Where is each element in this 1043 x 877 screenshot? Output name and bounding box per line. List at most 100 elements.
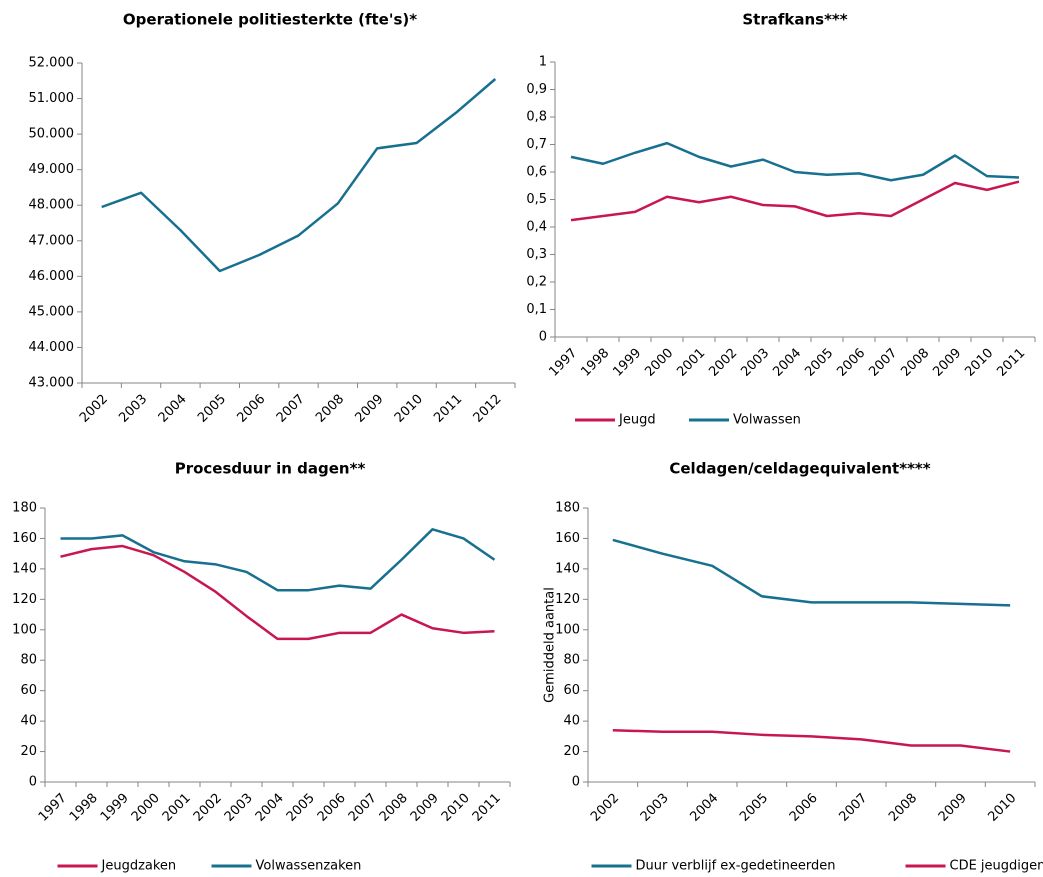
x-tick-label: 2004 bbox=[253, 791, 287, 825]
x-tick-label: 2012 bbox=[471, 392, 505, 426]
x-tick-label: 2002 bbox=[77, 392, 111, 426]
y-tick-label: 43.000 bbox=[29, 376, 75, 391]
x-tick-label: 2003 bbox=[116, 392, 150, 426]
x-tick-label: 2002 bbox=[191, 791, 225, 825]
x-tick-label: 2005 bbox=[802, 346, 836, 380]
x-tick-label: 2006 bbox=[234, 392, 268, 426]
series-line bbox=[612, 728, 1011, 753]
chart-title: Operationele politiesterkte (fte's)* bbox=[123, 11, 417, 29]
y-tick-label: 140 bbox=[555, 561, 580, 576]
y-tick-label: 0,4 bbox=[526, 220, 547, 235]
x-tick-label: 2004 bbox=[156, 392, 190, 426]
legend-label: CDE jeugdigen bbox=[950, 859, 1043, 874]
x-tick-label: 1997 bbox=[36, 791, 70, 825]
x-tick-label: 2009 bbox=[353, 392, 387, 426]
series-line bbox=[612, 538, 1011, 607]
y-tick-label: 80 bbox=[20, 653, 37, 668]
x-tick-label: 2007 bbox=[836, 791, 870, 825]
x-tick-label: 2010 bbox=[439, 791, 473, 825]
series-line bbox=[570, 180, 1020, 222]
y-tick-label: 52.000 bbox=[29, 56, 75, 71]
x-tick-label: 2003 bbox=[738, 346, 772, 380]
x-tick-label: 2008 bbox=[886, 791, 920, 825]
y-tick-label: 180 bbox=[12, 501, 37, 516]
x-tick-label: 1999 bbox=[610, 346, 644, 380]
x-tick-label: 2011 bbox=[431, 392, 465, 426]
x-tick-label: 2008 bbox=[377, 791, 411, 825]
y-tick-label: 0,1 bbox=[526, 302, 547, 317]
series-line bbox=[60, 528, 496, 592]
y-tick-label: 0,9 bbox=[526, 82, 547, 97]
series-line bbox=[101, 78, 497, 273]
y-tick-label: 0,5 bbox=[526, 192, 547, 207]
y-tick-label: 160 bbox=[555, 531, 580, 546]
x-tick-label: 2009 bbox=[930, 346, 964, 380]
y-tick-label: 160 bbox=[12, 531, 37, 546]
y-tick-label: 120 bbox=[555, 592, 580, 607]
x-tick-label: 2009 bbox=[936, 791, 970, 825]
y-axis-label: Gemiddeld aantal bbox=[543, 587, 558, 703]
y-tick-label: 48.000 bbox=[29, 198, 75, 213]
y-tick-label: 47.000 bbox=[29, 233, 75, 248]
y-tick-label: 44.000 bbox=[29, 340, 75, 355]
x-tick-label: 2002 bbox=[588, 791, 622, 825]
y-tick-label: 20 bbox=[20, 744, 37, 759]
y-tick-label: 100 bbox=[12, 622, 37, 637]
x-tick-label: 2007 bbox=[274, 392, 308, 426]
x-tick-label: 2006 bbox=[834, 346, 868, 380]
x-tick-label: 2007 bbox=[346, 791, 380, 825]
x-tick-label: 2008 bbox=[898, 346, 932, 380]
x-tick-label: 2011 bbox=[994, 346, 1028, 380]
x-tick-label: 2005 bbox=[284, 791, 318, 825]
x-tick-label: 2011 bbox=[470, 791, 504, 825]
x-tick-label: 2005 bbox=[737, 791, 771, 825]
x-tick-label: 2000 bbox=[129, 791, 163, 825]
x-tick-label: 1998 bbox=[578, 346, 612, 380]
y-tick-label: 60 bbox=[563, 683, 580, 698]
y-tick-label: 120 bbox=[12, 592, 37, 607]
x-tick-label: 2004 bbox=[770, 346, 804, 380]
x-tick-label: 2003 bbox=[222, 791, 256, 825]
x-tick-label: 2006 bbox=[315, 791, 349, 825]
y-tick-label: 0,2 bbox=[526, 275, 547, 290]
x-tick-label: 2005 bbox=[195, 392, 229, 426]
x-tick-label: 2000 bbox=[642, 346, 676, 380]
y-tick-label: 45.000 bbox=[29, 304, 75, 319]
y-tick-label: 0,3 bbox=[526, 247, 547, 262]
y-tick-label: 0,8 bbox=[526, 110, 547, 125]
y-tick-label: 40 bbox=[20, 714, 37, 729]
x-tick-label: 1999 bbox=[98, 791, 132, 825]
x-tick-label: 2006 bbox=[787, 791, 821, 825]
x-tick-label: 1998 bbox=[67, 791, 101, 825]
x-tick-label: 2001 bbox=[674, 346, 708, 380]
x-tick-label: 2001 bbox=[160, 791, 194, 825]
y-tick-label: 0 bbox=[29, 775, 37, 790]
y-tick-label: 0 bbox=[539, 330, 547, 345]
legend-label: Volwassen bbox=[733, 413, 801, 428]
series-line bbox=[60, 544, 495, 641]
x-tick-label: 2008 bbox=[313, 392, 347, 426]
legend-label: Jeugd bbox=[618, 413, 656, 428]
x-tick-label: 2004 bbox=[687, 791, 721, 825]
y-tick-label: 20 bbox=[563, 744, 580, 759]
y-tick-label: 49.000 bbox=[29, 162, 75, 177]
chart-title: Celdagen/celdagequivalent**** bbox=[669, 460, 930, 478]
y-tick-label: 40 bbox=[563, 714, 580, 729]
series-line bbox=[570, 141, 1020, 182]
y-tick-label: 0,6 bbox=[526, 165, 547, 180]
chart-title: Procesduur in dagen** bbox=[175, 460, 366, 478]
y-tick-label: 0 bbox=[572, 775, 580, 790]
x-tick-label: 1997 bbox=[546, 346, 580, 380]
y-tick-label: 180 bbox=[555, 501, 580, 516]
y-tick-label: 80 bbox=[563, 653, 580, 668]
x-tick-label: 2010 bbox=[392, 392, 426, 426]
y-tick-label: 100 bbox=[555, 622, 580, 637]
x-tick-label: 2010 bbox=[985, 791, 1019, 825]
y-tick-label: 0,7 bbox=[526, 137, 547, 152]
x-tick-label: 2009 bbox=[408, 791, 442, 825]
y-tick-label: 50.000 bbox=[29, 127, 75, 142]
legend-label: Duur verblijf ex-gedetineerden bbox=[636, 859, 836, 874]
x-tick-label: 2002 bbox=[706, 346, 740, 380]
y-tick-label: 46.000 bbox=[29, 269, 75, 284]
